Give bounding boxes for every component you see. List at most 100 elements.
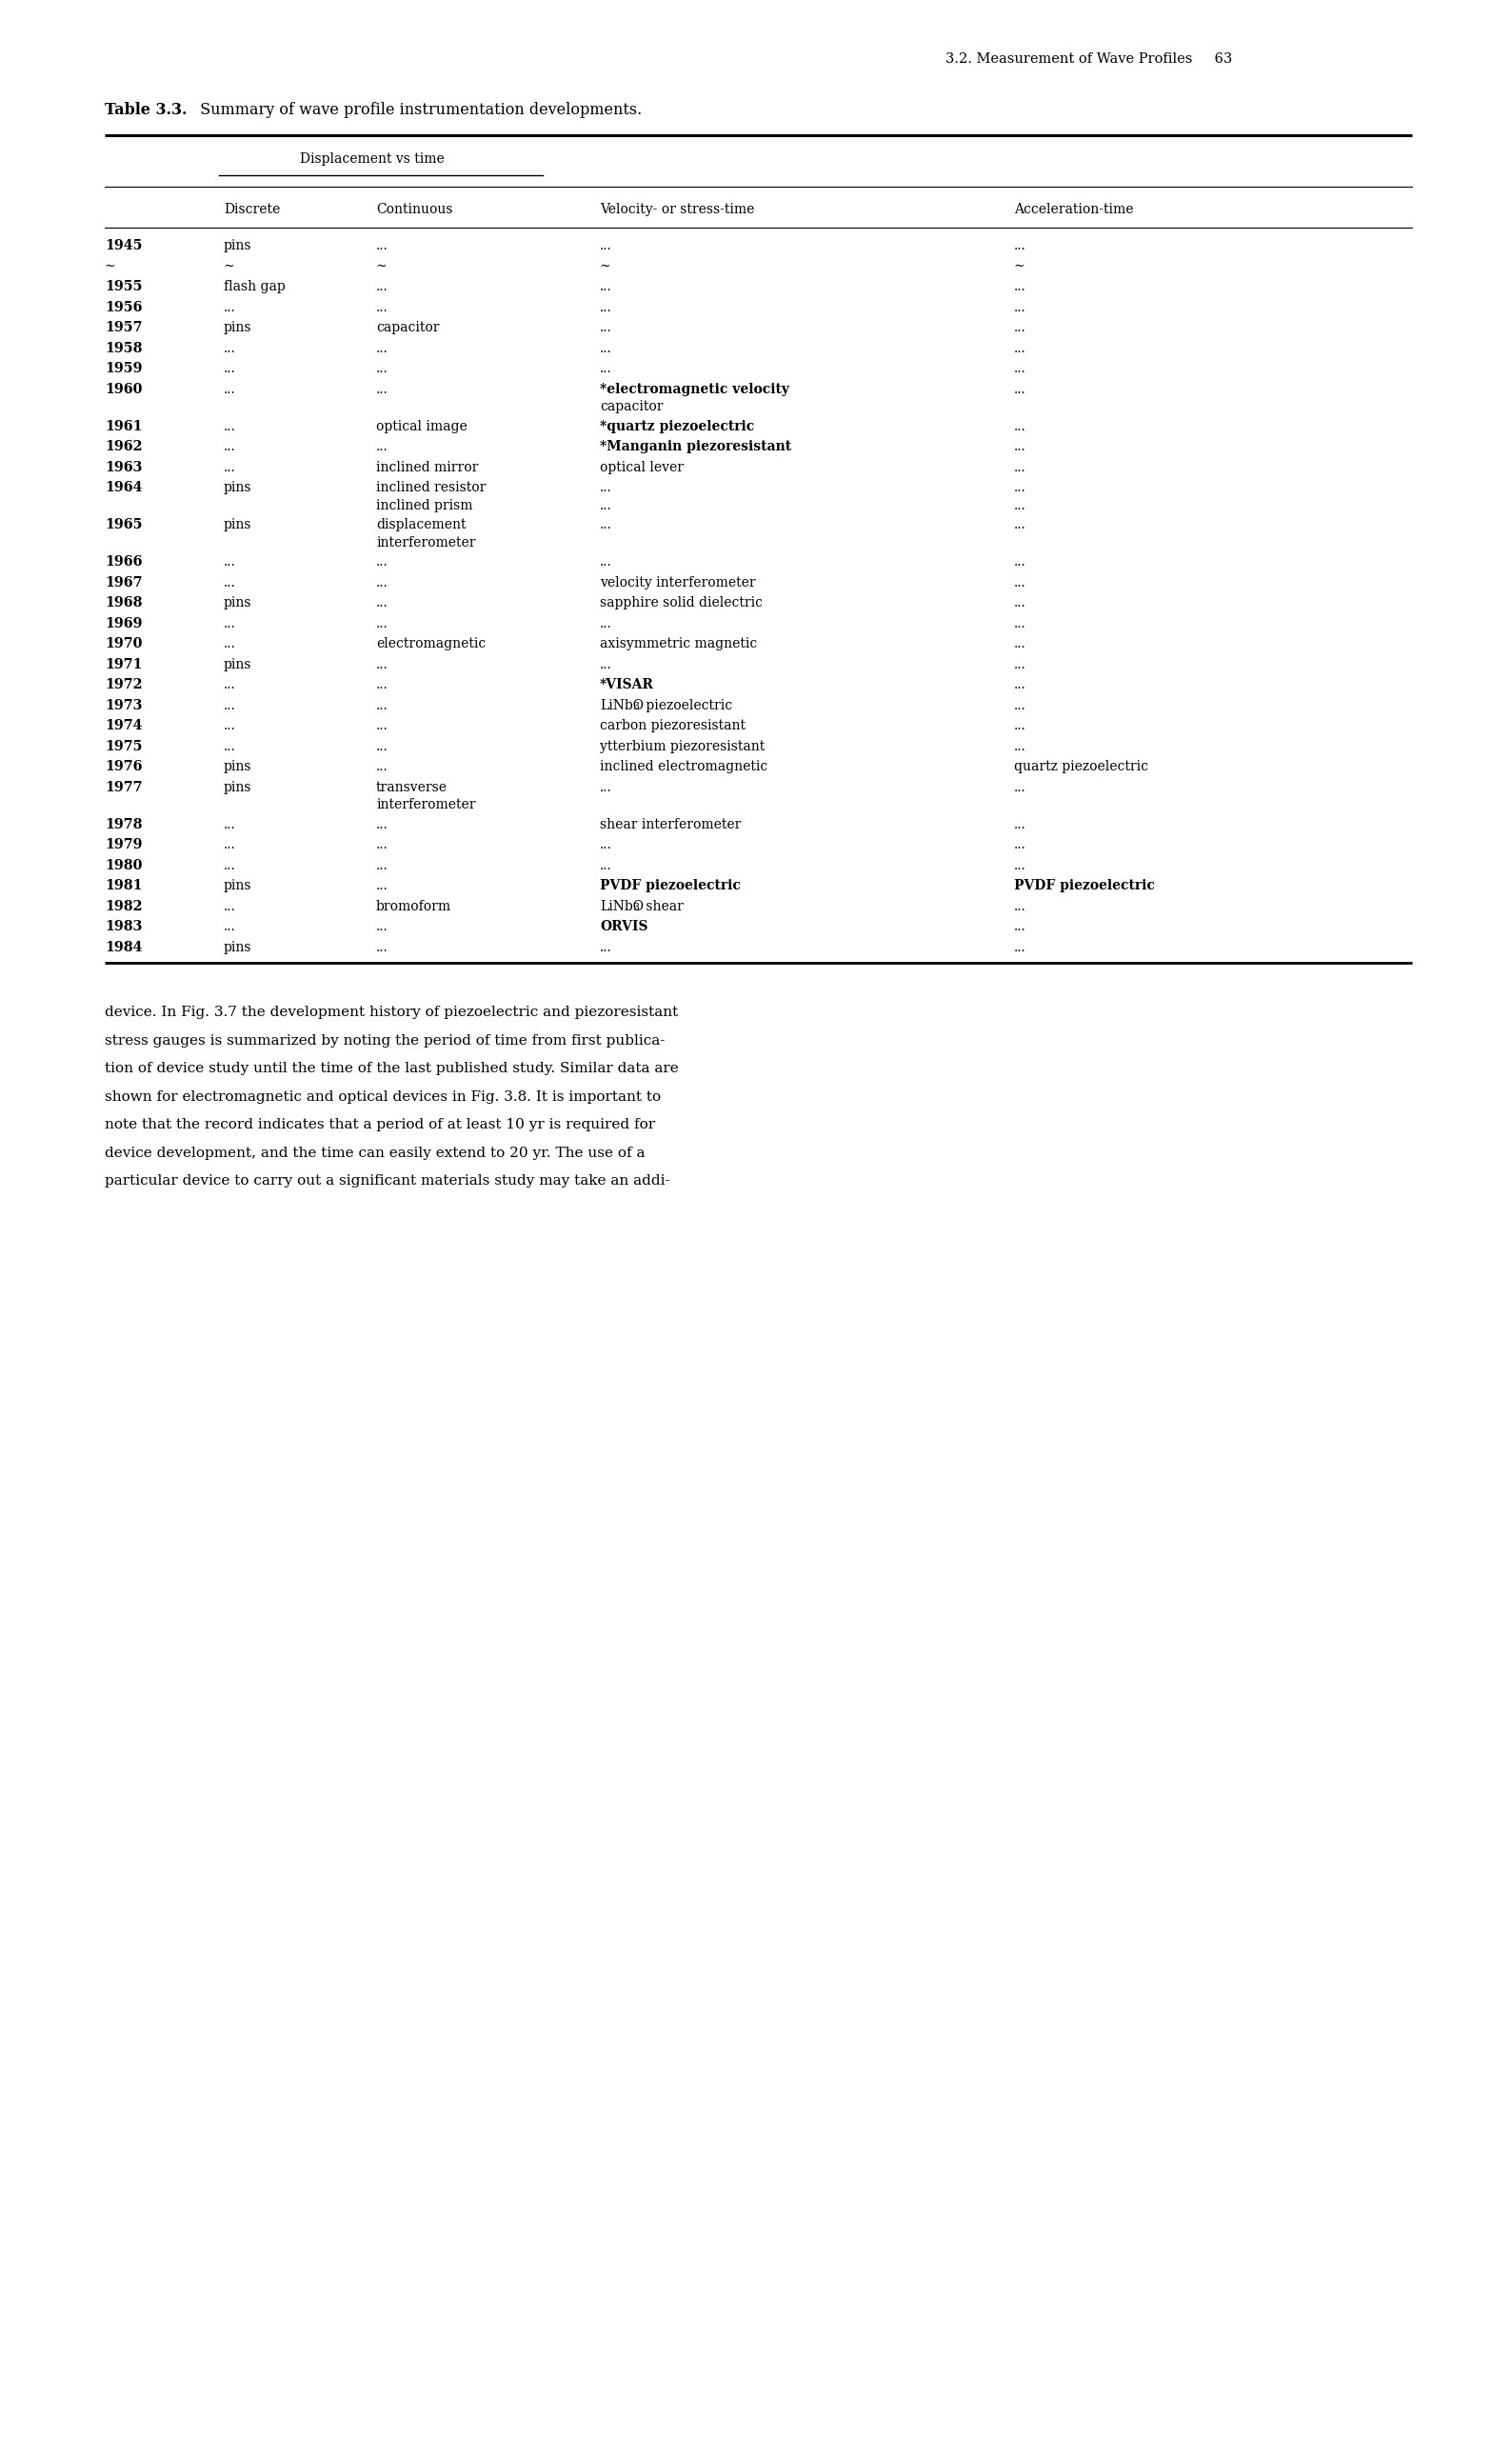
Text: Velocity- or stress-time: Velocity- or stress-time — [600, 202, 754, 217]
Text: flash gap: flash gap — [224, 280, 286, 292]
Text: ...: ... — [600, 858, 612, 872]
Text: ...: ... — [1015, 341, 1027, 356]
Text: transverse: transverse — [376, 780, 448, 794]
Text: optical lever: optical lever — [600, 461, 683, 473]
Text: ...: ... — [224, 838, 236, 851]
Text: pins: pins — [224, 322, 253, 334]
Text: ORVIS: ORVIS — [600, 919, 649, 933]
Text: ...: ... — [376, 575, 389, 590]
Text: 1964: 1964 — [104, 480, 142, 495]
Text: ...: ... — [1015, 361, 1027, 375]
Text: shear interferometer: shear interferometer — [600, 816, 741, 831]
Text: 1967: 1967 — [104, 575, 142, 590]
Text: ...: ... — [600, 556, 612, 568]
Text: ...: ... — [376, 858, 389, 872]
Text: pins: pins — [224, 880, 253, 892]
Text: ...: ... — [376, 699, 389, 712]
Text: 1976: 1976 — [104, 760, 142, 773]
Text: ...: ... — [1015, 780, 1027, 794]
Text: 1970: 1970 — [104, 636, 142, 651]
Text: ...: ... — [224, 699, 236, 712]
Text: ...: ... — [224, 899, 236, 914]
Text: 1956: 1956 — [104, 300, 142, 314]
Text: ...: ... — [1015, 322, 1027, 334]
Text: ...: ... — [1015, 941, 1027, 953]
Text: ...: ... — [1015, 519, 1027, 531]
Text: ...: ... — [600, 658, 612, 670]
Text: ...: ... — [376, 556, 389, 568]
Text: LiNbO: LiNbO — [600, 899, 644, 914]
Text: ...: ... — [224, 383, 236, 395]
Text: 1971: 1971 — [104, 658, 142, 670]
Text: ...: ... — [1015, 719, 1027, 734]
Text: shear: shear — [641, 899, 683, 914]
Text: ...: ... — [600, 500, 612, 512]
Text: device. In Fig. 3.7 the development history of piezoelectric and piezoresistant: device. In Fig. 3.7 the development hist… — [104, 1006, 679, 1019]
Text: shown for electromagnetic and optical devices in Fig. 3.8. It is important to: shown for electromagnetic and optical de… — [104, 1089, 661, 1104]
Text: 1980: 1980 — [104, 858, 142, 872]
Text: ...: ... — [600, 941, 612, 953]
Text: tion of device study until the time of the last published study. Similar data ar: tion of device study until the time of t… — [104, 1063, 679, 1075]
Text: bromoform: bromoform — [376, 899, 452, 914]
Text: ...: ... — [1015, 556, 1027, 568]
Text: pins: pins — [224, 941, 253, 953]
Text: ...: ... — [224, 300, 236, 314]
Text: 3: 3 — [632, 902, 640, 911]
Text: ...: ... — [1015, 858, 1027, 872]
Text: ...: ... — [600, 780, 612, 794]
Text: Acceleration-time: Acceleration-time — [1015, 202, 1134, 217]
Text: ...: ... — [1015, 419, 1027, 434]
Text: ...: ... — [1015, 658, 1027, 670]
Text: pins: pins — [224, 480, 253, 495]
Text: ...: ... — [376, 816, 389, 831]
Text: 1945: 1945 — [104, 239, 142, 253]
Text: *electromagnetic velocity: *electromagnetic velocity — [600, 383, 789, 395]
Text: ...: ... — [376, 597, 389, 609]
Text: 1972: 1972 — [104, 677, 142, 692]
Text: velocity interferometer: velocity interferometer — [600, 575, 756, 590]
Text: ...: ... — [600, 239, 612, 253]
Text: 1982: 1982 — [104, 899, 142, 914]
Text: ...: ... — [1015, 597, 1027, 609]
Text: inclined electromagnetic: inclined electromagnetic — [600, 760, 768, 773]
Text: ...: ... — [224, 677, 236, 692]
Text: interferometer: interferometer — [376, 536, 476, 548]
Text: ...: ... — [1015, 300, 1027, 314]
Text: ...: ... — [600, 300, 612, 314]
Text: 1962: 1962 — [104, 441, 142, 453]
Text: 1955: 1955 — [104, 280, 142, 292]
Text: ...: ... — [376, 738, 389, 753]
Text: optical image: optical image — [376, 419, 467, 434]
Text: ...: ... — [1015, 899, 1027, 914]
Text: 1961: 1961 — [104, 419, 142, 434]
Text: ...: ... — [376, 838, 389, 851]
Text: pins: pins — [224, 239, 253, 253]
Text: 1959: 1959 — [104, 361, 142, 375]
Text: 1966: 1966 — [104, 556, 142, 568]
Text: ...: ... — [376, 941, 389, 953]
Text: interferometer: interferometer — [376, 797, 476, 812]
Text: ...: ... — [1015, 617, 1027, 629]
Text: inclined resistor: inclined resistor — [376, 480, 485, 495]
Text: 1963: 1963 — [104, 461, 142, 473]
Text: ...: ... — [600, 480, 612, 495]
Text: ...: ... — [224, 816, 236, 831]
Text: Table 3.3.: Table 3.3. — [104, 102, 187, 117]
Text: pins: pins — [224, 519, 253, 531]
Text: ...: ... — [376, 361, 389, 375]
Text: ...: ... — [1015, 677, 1027, 692]
Text: ...: ... — [376, 341, 389, 356]
Text: ...: ... — [224, 738, 236, 753]
Text: ...: ... — [600, 341, 612, 356]
Text: pins: pins — [224, 780, 253, 794]
Text: PVDF piezoelectric: PVDF piezoelectric — [600, 880, 741, 892]
Text: ...: ... — [376, 239, 389, 253]
Text: ...: ... — [224, 617, 236, 629]
Text: PVDF piezoelectric: PVDF piezoelectric — [1015, 880, 1155, 892]
Text: ∼: ∼ — [600, 258, 611, 273]
Text: 1973: 1973 — [104, 699, 142, 712]
Text: ...: ... — [1015, 699, 1027, 712]
Text: pins: pins — [224, 597, 253, 609]
Text: ...: ... — [600, 280, 612, 292]
Text: ∼: ∼ — [376, 258, 387, 273]
